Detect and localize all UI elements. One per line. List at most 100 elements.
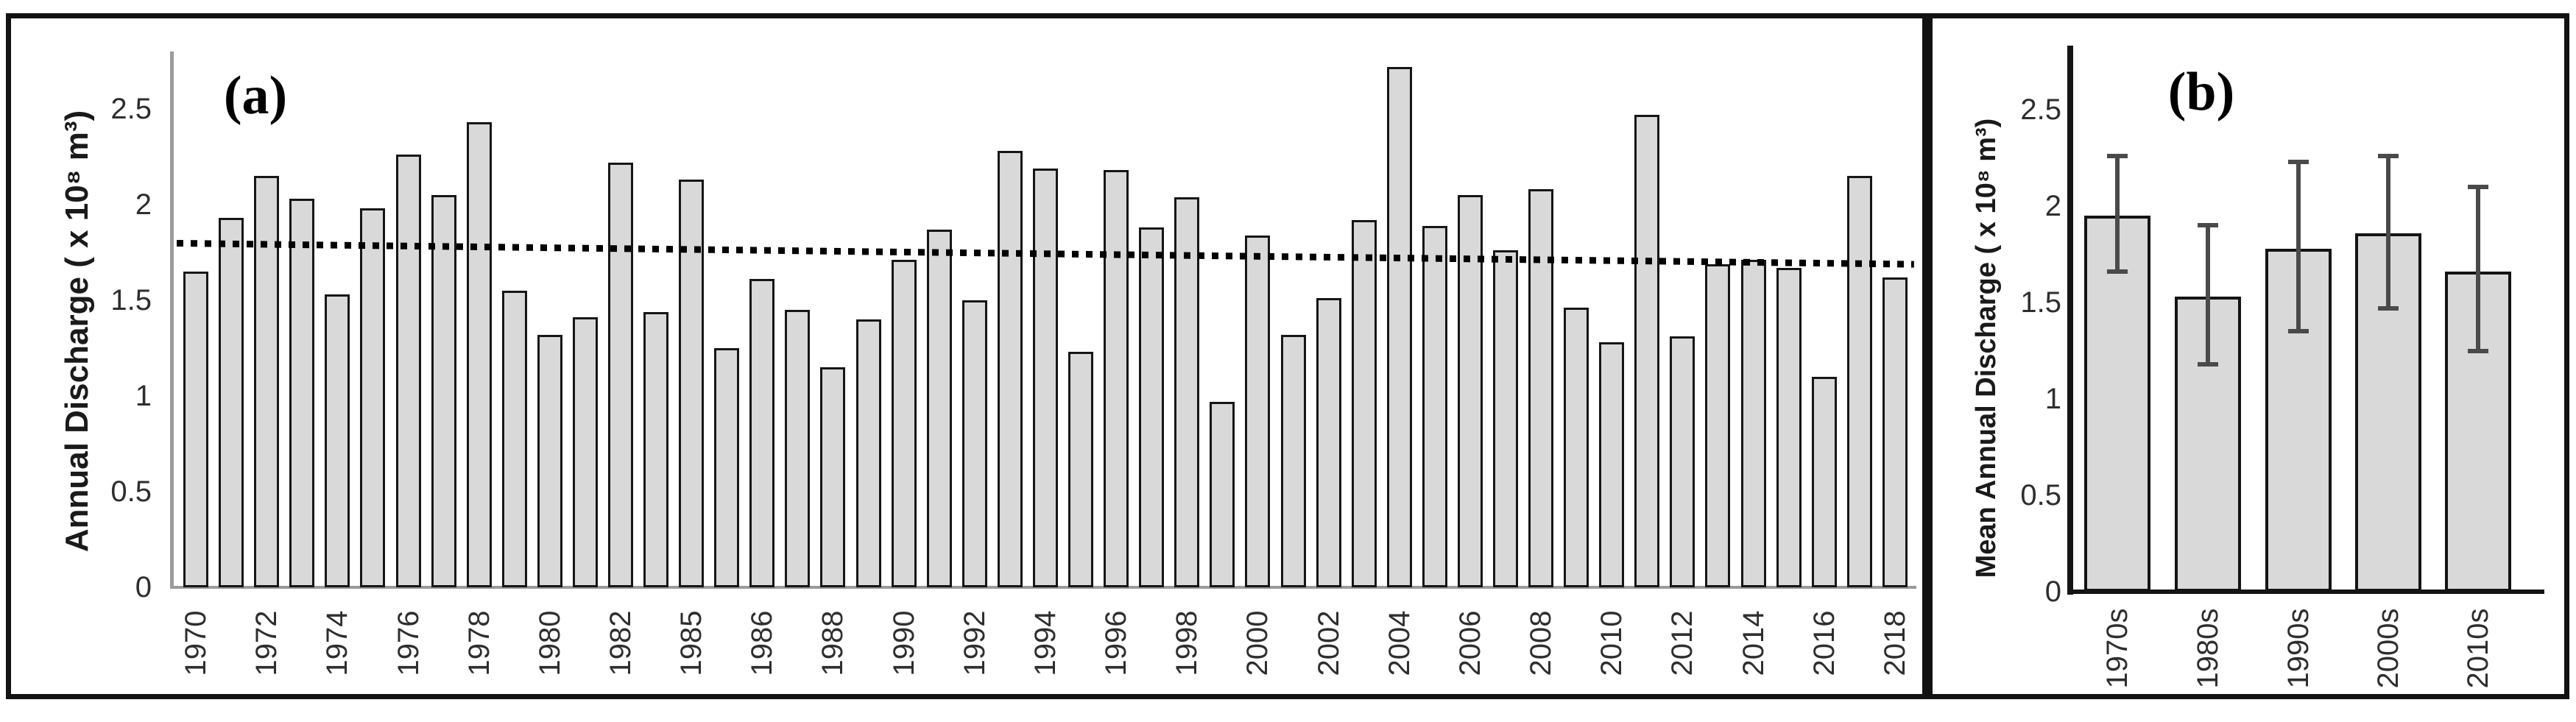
bar-1987 <box>785 310 811 587</box>
x-tick-label-a: 2004 <box>1383 610 1416 676</box>
y-tick-label-b: 2 <box>2044 190 2061 222</box>
x-tick-label-a: 2010 <box>1595 610 1628 676</box>
bar-1981 <box>572 317 598 587</box>
y-tick-label-b: 1 <box>2044 383 2061 415</box>
y-tick-label-a: 1.5 <box>110 284 152 316</box>
bar-1990 <box>891 260 917 587</box>
bar-1980 <box>537 334 562 587</box>
y-tick-label-b: 2.5 <box>2020 93 2061 126</box>
bar-1970s <box>2084 216 2150 592</box>
x-tick-label-b: 1980s <box>2192 608 2224 689</box>
x-axis-line-b <box>2067 590 2544 594</box>
bar-2005 <box>1422 225 1447 587</box>
x-tick-label-a: 2012 <box>1666 610 1699 676</box>
bar-2008 <box>1528 189 1553 587</box>
bar-1994 <box>1032 168 1058 587</box>
bar-2009 <box>1564 308 1589 587</box>
bar-1993 <box>997 151 1023 587</box>
bar-1975 <box>360 208 386 587</box>
error-bar-cap-bottom <box>2378 305 2399 311</box>
bar-1988 <box>820 367 846 587</box>
y-tick-label-a: 0.5 <box>110 475 152 508</box>
y-tick-label-a: 1 <box>135 380 152 412</box>
error-bar-stem <box>2296 161 2301 332</box>
bar-1997 <box>1139 227 1165 587</box>
bar-1983 <box>643 311 668 587</box>
error-bar-cap-top <box>2468 184 2488 189</box>
bar-1995 <box>1068 352 1093 587</box>
bar-2010 <box>1599 342 1625 587</box>
x-tick-label-a: 1985 <box>675 610 708 676</box>
error-bar-cap-top <box>2378 153 2399 158</box>
bar-1976 <box>395 155 421 587</box>
x-tick-label-a: 2008 <box>1525 610 1557 676</box>
x-tick-label-a: 1994 <box>1028 610 1062 676</box>
bar-2000 <box>1245 235 1271 587</box>
y-tick-label-b: 0 <box>2044 576 2061 608</box>
bar-2016 <box>1811 377 1837 587</box>
bar-2003 <box>1351 219 1377 587</box>
bar-2014 <box>1740 260 1766 587</box>
x-tick-label-a: 1986 <box>746 610 779 676</box>
x-tick-label-a: 1982 <box>604 610 637 676</box>
error-bar-cap-bottom <box>2468 348 2488 353</box>
bar-2007 <box>1493 250 1518 587</box>
bar-1974 <box>325 294 350 587</box>
bar-1984 <box>679 180 705 587</box>
x-tick-label-a: 2016 <box>1807 610 1841 676</box>
panel-b-y-axis-title: Mean Annual Discharge ( x 10⁸ m³) <box>1971 118 2002 578</box>
bar-2017 <box>1846 176 1872 587</box>
x-tick-label-a: 1996 <box>1100 610 1133 676</box>
x-tick-label-a: 1998 <box>1171 610 1204 676</box>
error-bar-cap-top <box>2198 223 2218 228</box>
bar-1989 <box>855 319 881 587</box>
bar-1998 <box>1174 197 1200 587</box>
y-axis-line-b <box>2067 46 2073 595</box>
bar-1977 <box>431 195 456 587</box>
bar-1991 <box>926 229 952 587</box>
y-tick-label-a: 0 <box>135 571 152 604</box>
panel-b-border <box>1927 13 2569 699</box>
y-tick-label-a: 2 <box>135 188 152 221</box>
x-axis-line-a <box>170 586 1916 589</box>
error-bar-stem <box>2115 155 2120 272</box>
error-bar-cap-bottom <box>2107 269 2128 275</box>
x-tick-label-b: 2010s <box>2462 608 2494 689</box>
error-bar-cap-bottom <box>2288 329 2309 334</box>
error-bar-stem <box>2386 155 2390 308</box>
bar-1973 <box>289 199 315 587</box>
bar-1986 <box>749 279 775 587</box>
bar-1972 <box>254 176 280 587</box>
x-tick-label-a: 1972 <box>250 610 283 676</box>
bar-1982 <box>608 162 633 587</box>
bar-2011 <box>1634 114 1660 587</box>
x-tick-label-a: 1978 <box>462 610 495 676</box>
y-tick-label-b: 0.5 <box>2020 479 2061 512</box>
error-bar-cap-bottom <box>2198 361 2218 367</box>
bar-2004 <box>1386 66 1412 587</box>
bar-1970 <box>183 272 208 587</box>
bar-2001 <box>1280 334 1306 587</box>
bar-2012 <box>1670 336 1695 587</box>
bar-1971 <box>219 218 244 587</box>
x-tick-label-a: 2000 <box>1241 610 1274 676</box>
x-tick-label-b: 1970s <box>2101 608 2134 689</box>
error-bar-stem <box>2476 186 2480 351</box>
x-tick-label-a: 1976 <box>392 610 425 676</box>
panel-a-y-axis-title: Annual Discharge ( x 10⁸ m³) <box>59 110 95 553</box>
x-tick-label-a: 1988 <box>816 610 850 676</box>
x-tick-label-a: 2002 <box>1312 610 1345 676</box>
bar-1979 <box>501 291 527 587</box>
bar-1978 <box>466 122 492 587</box>
bar-2006 <box>1457 195 1483 587</box>
bar-2013 <box>1705 263 1731 587</box>
x-tick-label-a: 2018 <box>1878 610 1911 676</box>
bar-2015 <box>1776 267 1802 587</box>
x-tick-label-a: 1974 <box>321 610 354 676</box>
x-tick-label-a: 2006 <box>1453 610 1486 676</box>
bar-1996 <box>1104 170 1129 587</box>
panel-a-border <box>6 13 1927 699</box>
x-tick-label-b: 2000s <box>2372 608 2404 689</box>
panel-a-label: (a) <box>223 66 288 126</box>
